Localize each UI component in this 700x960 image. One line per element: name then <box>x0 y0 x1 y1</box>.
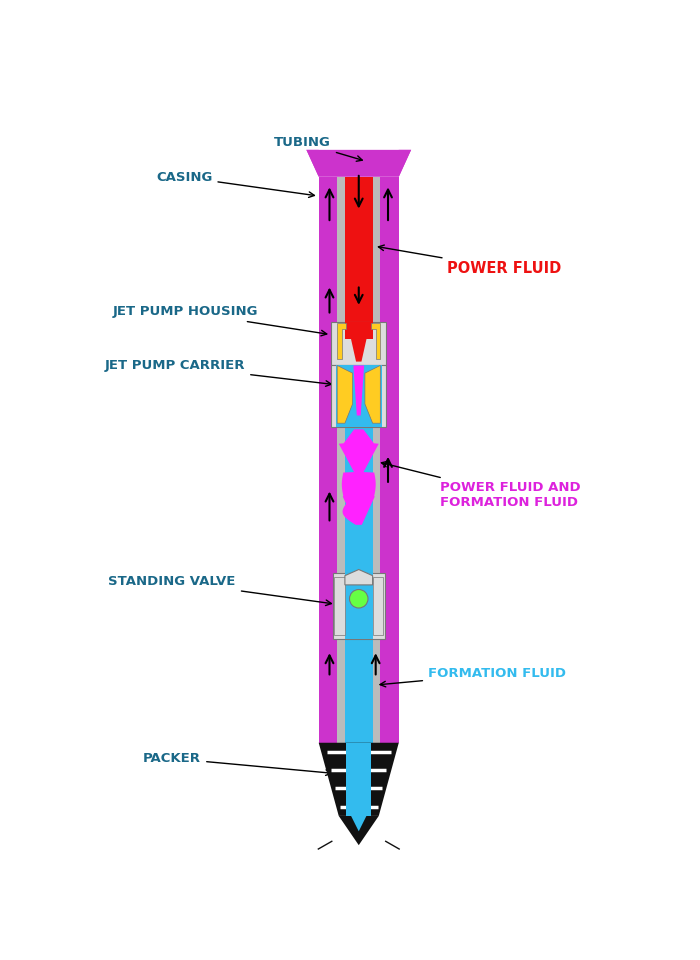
FancyBboxPatch shape <box>345 427 372 573</box>
Polygon shape <box>351 816 367 831</box>
Text: JET PUMP CARRIER: JET PUMP CARRIER <box>105 359 331 386</box>
Polygon shape <box>399 150 411 177</box>
Polygon shape <box>339 816 379 845</box>
Polygon shape <box>345 569 372 585</box>
Polygon shape <box>307 150 319 177</box>
Polygon shape <box>348 325 370 362</box>
Text: JET PUMP HOUSING: JET PUMP HOUSING <box>112 305 327 336</box>
FancyBboxPatch shape <box>345 573 372 638</box>
FancyBboxPatch shape <box>345 638 372 743</box>
Text: FORMATION FLUID: FORMATION FLUID <box>380 667 566 686</box>
FancyBboxPatch shape <box>345 427 372 573</box>
Polygon shape <box>354 366 364 416</box>
FancyBboxPatch shape <box>334 577 345 635</box>
Text: CASING: CASING <box>156 171 314 198</box>
Circle shape <box>349 589 368 608</box>
Polygon shape <box>337 366 353 423</box>
FancyBboxPatch shape <box>337 427 380 573</box>
FancyBboxPatch shape <box>337 638 380 743</box>
FancyBboxPatch shape <box>372 577 384 635</box>
FancyBboxPatch shape <box>346 743 371 816</box>
Text: POWER FLUID: POWER FLUID <box>379 245 561 276</box>
FancyBboxPatch shape <box>345 322 372 339</box>
FancyBboxPatch shape <box>331 366 386 427</box>
Text: POWER FLUID AND
FORMATION FLUID: POWER FLUID AND FORMATION FLUID <box>382 462 580 509</box>
Polygon shape <box>365 366 380 423</box>
FancyBboxPatch shape <box>332 573 385 638</box>
Text: STANDING VALVE: STANDING VALVE <box>108 575 331 606</box>
Polygon shape <box>371 324 380 359</box>
Text: TUBING: TUBING <box>274 136 363 161</box>
Polygon shape <box>339 429 379 525</box>
FancyBboxPatch shape <box>345 177 372 324</box>
Text: PACKER: PACKER <box>144 752 331 776</box>
Polygon shape <box>318 177 399 743</box>
Polygon shape <box>337 324 346 359</box>
Polygon shape <box>318 743 399 816</box>
FancyBboxPatch shape <box>331 322 386 366</box>
FancyBboxPatch shape <box>336 366 382 427</box>
Polygon shape <box>307 150 411 177</box>
FancyBboxPatch shape <box>337 177 380 743</box>
